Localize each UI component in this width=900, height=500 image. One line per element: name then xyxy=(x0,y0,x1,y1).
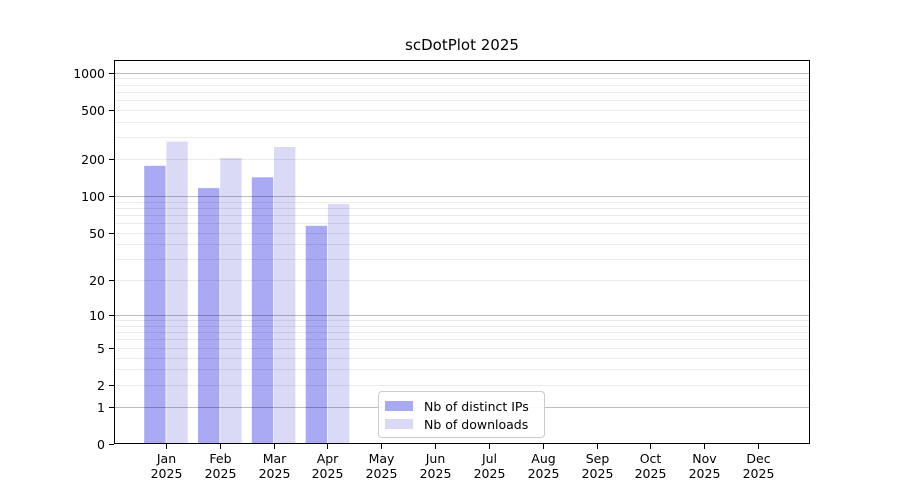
x-tick-label-month: Jul xyxy=(481,451,497,466)
x-tick-label-year: 2025 xyxy=(689,466,721,481)
legend-item-distinct-ips: Nb of distinct IPs xyxy=(385,398,536,414)
y-tick-label: 200 xyxy=(81,152,105,167)
x-tick-label-month: Aug xyxy=(531,451,555,466)
legend: Nb of distinct IPs Nb of downloads xyxy=(378,391,545,438)
legend-item-downloads: Nb of downloads xyxy=(385,416,536,432)
x-tick-label-month: May xyxy=(369,451,395,466)
legend-swatch-distinct-ips xyxy=(385,401,413,411)
bar xyxy=(166,141,188,444)
bar xyxy=(220,157,242,444)
x-tick-label-month: Sep xyxy=(586,451,610,466)
y-tick-label: 0 xyxy=(97,437,105,452)
x-tick-label-month: Apr xyxy=(317,451,339,466)
y-tick-label: 1000 xyxy=(73,66,105,81)
y-tick-label: 10 xyxy=(89,308,105,323)
y-tick-label: 1 xyxy=(97,400,105,415)
x-tick-label-year: 2025 xyxy=(474,466,506,481)
x-tick-label-year: 2025 xyxy=(635,466,667,481)
bar xyxy=(305,225,328,444)
x-tick-label-month: Jun xyxy=(425,451,446,466)
x-tick-label-year: 2025 xyxy=(420,466,452,481)
legend-label-distinct-ips: Nb of distinct IPs xyxy=(424,398,529,414)
x-tick-label-year: 2025 xyxy=(312,466,344,481)
bar xyxy=(251,177,274,445)
y-tick-label: 50 xyxy=(89,226,105,241)
y-tick-label: 2 xyxy=(97,378,105,393)
x-tick-label-year: 2025 xyxy=(205,466,237,481)
plot-border xyxy=(114,60,810,444)
x-tick-label-year: 2025 xyxy=(528,466,560,481)
x-tick-label-year: 2025 xyxy=(366,466,398,481)
y-tick-label: 20 xyxy=(89,273,105,288)
x-tick-label-month: Feb xyxy=(209,451,231,466)
x-tick-label-month: Oct xyxy=(640,451,662,466)
chart-title: scDotPlot 2025 xyxy=(405,36,519,54)
x-tick-label-month: Dec xyxy=(746,451,770,466)
x-tick-label-month: Jan xyxy=(156,451,176,466)
x-tick-label-year: 2025 xyxy=(582,466,614,481)
bar xyxy=(327,204,350,444)
x-tick-label-year: 2025 xyxy=(151,466,183,481)
x-tick-label-year: 2025 xyxy=(259,466,291,481)
x-tick-label-year: 2025 xyxy=(743,466,775,481)
legend-swatch-downloads xyxy=(385,419,413,429)
y-tick-label: 100 xyxy=(81,189,105,204)
bar xyxy=(198,188,220,444)
x-tick-label-month: Mar xyxy=(263,451,287,466)
bar xyxy=(144,165,166,445)
y-tick-label: 5 xyxy=(97,341,105,356)
legend-label-downloads: Nb of downloads xyxy=(424,416,529,432)
y-tick-label: 500 xyxy=(81,103,105,118)
bar xyxy=(274,147,296,444)
x-tick-label-month: Nov xyxy=(692,451,717,466)
